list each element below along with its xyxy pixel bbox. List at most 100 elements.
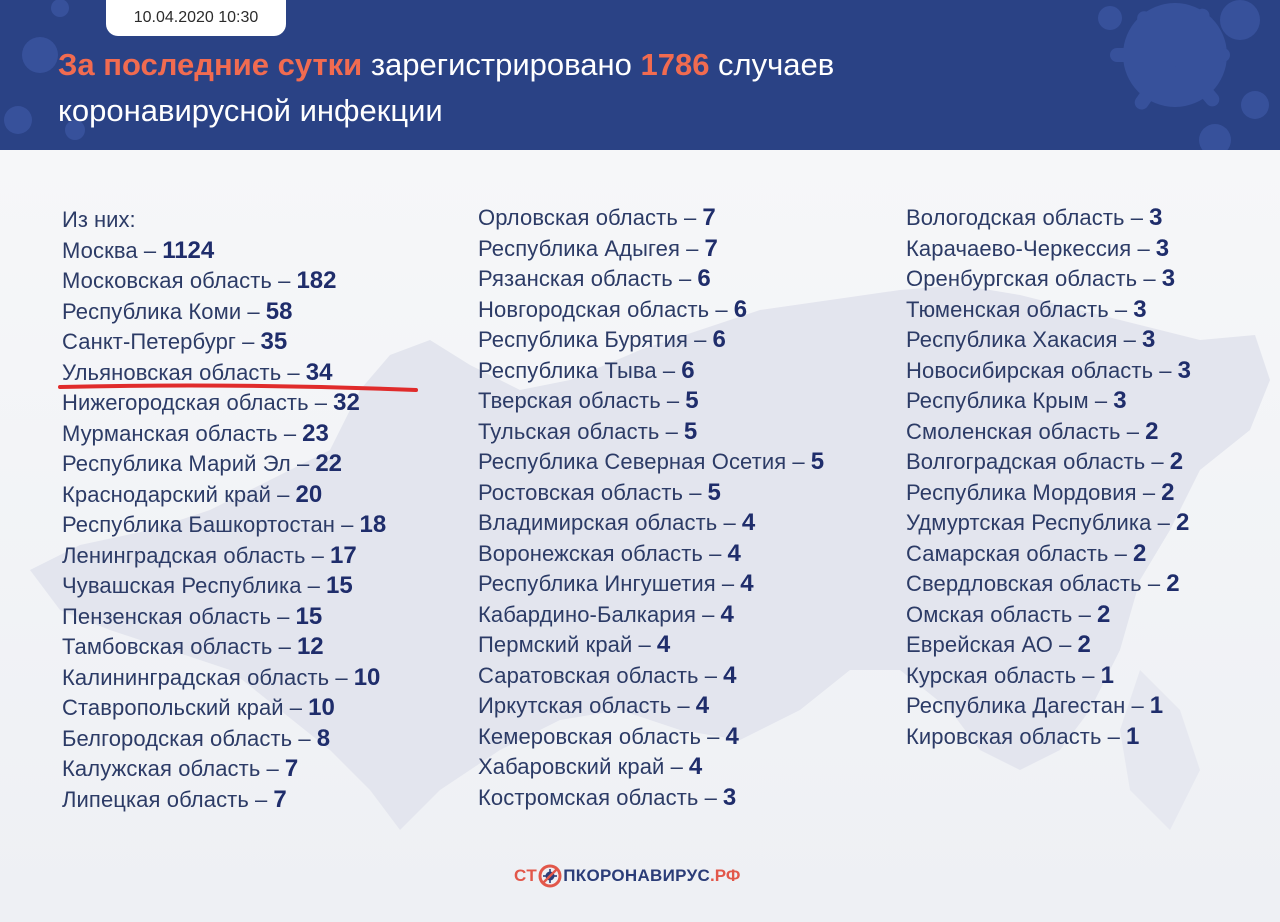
dash-separator: – [687,327,713,352]
case-count: 5 [707,478,721,506]
dash-separator: – [717,510,742,535]
region-row: Ростовская область – 5 [478,478,824,509]
region-row: Тюменская область – 3 [906,295,1191,326]
region-row: Санкт-Петербург – 35 [62,327,386,358]
case-count: 34 [305,358,333,386]
headline-text-2: случаев [709,47,835,82]
region-name: Омская область [906,601,1073,627]
dash-separator: – [698,662,724,688]
dash-separator: – [1101,723,1127,749]
region-row: Оренбургская область – 3 [906,264,1191,295]
dash-separator: – [715,571,741,596]
region-name: Карачаево-Черкессия [906,235,1132,261]
region-row: Рязанская область – 6 [478,264,824,295]
dash-separator: – [672,266,698,291]
region-name: Ставропольский край [62,695,284,720]
region-name: Республика Тыва [478,357,657,383]
case-count: 35 [260,328,288,355]
region-name: Новосибирская область [906,357,1154,383]
case-count: 12 [296,633,324,660]
case-count: 4 [727,539,741,567]
region-row: Пермский край – 4 [478,630,824,661]
dash-separator: – [301,573,327,598]
case-count: 8 [316,724,331,752]
region-row: Саратовская область – 4 [478,661,824,692]
region-name: Калужская область [62,756,261,781]
dash-separator: – [1137,266,1162,291]
case-count: 4 [688,753,703,780]
region-name: Липецкая область [62,786,249,812]
dash-separator: – [1145,449,1170,474]
region-row: Омская область – 2 [906,600,1191,631]
case-count: 15 [295,602,323,630]
virus-icon [538,864,562,888]
dash-separator: – [260,756,285,781]
region-row: Республика Марий Эл – 22 [62,449,386,480]
dash-separator: – [709,296,734,322]
dash-separator: – [1125,693,1150,718]
dash-separator: – [1053,632,1078,657]
dash-separator: – [1124,205,1150,230]
dash-separator: – [1120,418,1146,444]
region-name: Смоленская область [906,418,1121,444]
region-name: Тульская область [478,418,660,444]
region-row: Республика Крым – 3 [906,386,1191,417]
dash-separator: – [137,237,163,263]
region-column-3: Вологодская область – 3 Карачаево-Черкесс… [906,203,1191,752]
case-count: 2 [1175,509,1190,536]
region-row: Республика Тыва – 6 [478,356,824,387]
case-count: 1124 [162,236,215,264]
region-row: Костромская область – 3 [478,783,824,814]
dash-separator: – [1088,388,1114,413]
dash-separator: – [271,481,296,507]
region-row: Республика Башкортостан – 18 [62,510,386,541]
region-row: Волгоградская область – 2 [906,447,1191,478]
region-row: Кировская область – 1 [906,722,1191,753]
case-count: 2 [1077,631,1091,658]
date-badge: 10.04.2020 10:30 [106,0,286,36]
case-count: 22 [315,450,343,477]
case-count: 4 [741,509,756,536]
logo-text-part-3: .РФ [710,866,741,885]
case-count: 17 [330,541,357,569]
headline-text-3: коронавирусной инфекции [58,93,443,128]
dash-separator: – [632,632,657,657]
case-count: 4 [695,692,710,719]
page-title: За последние сутки зарегистрировано 1786… [58,42,1158,134]
region-row: Курская область – 1 [906,661,1191,692]
region-name: Республика Северная Осетия [478,449,787,474]
dash-separator: – [656,357,682,383]
region-name: Хабаровский край [478,754,665,779]
region-name: Калининградская область [62,664,330,690]
case-count: 58 [265,297,293,325]
dash-separator: – [281,359,306,385]
region-name: Пензенская область [62,603,272,629]
case-count: 3 [1177,356,1191,384]
region-row: Белгородская область – 8 [62,724,386,755]
region-row: Краснодарский край – 20 [62,480,386,511]
region-name: Оренбургская область [906,266,1138,291]
region-row: Тверская область – 5 [478,386,824,417]
case-count: 3 [1113,387,1127,414]
region-name: Чувашская Республика [62,573,302,598]
region-name: Санкт-Петербург [62,329,237,354]
region-name: Ростовская область [478,479,684,505]
dash-separator: – [236,329,261,354]
region-name: Орловская область [478,205,678,230]
dash-separator: – [277,420,303,446]
region-name: Тверская область [478,388,661,413]
dash-separator: – [290,451,316,476]
dash-separator: – [1076,662,1101,688]
headline-highlight: За последние сутки [58,47,363,82]
region-name: Белгородская область [62,725,293,751]
case-count: 10 [353,663,381,691]
case-count: 6 [681,356,695,384]
dash-separator: – [1153,357,1178,383]
case-count: 4 [740,570,754,597]
case-count: 5 [685,387,699,414]
case-count: 4 [723,661,737,689]
dash-separator: – [1117,327,1143,352]
headline-text: зарегистрировано [362,47,641,82]
case-count: 6 [712,326,726,353]
case-count: 2 [1132,539,1147,567]
